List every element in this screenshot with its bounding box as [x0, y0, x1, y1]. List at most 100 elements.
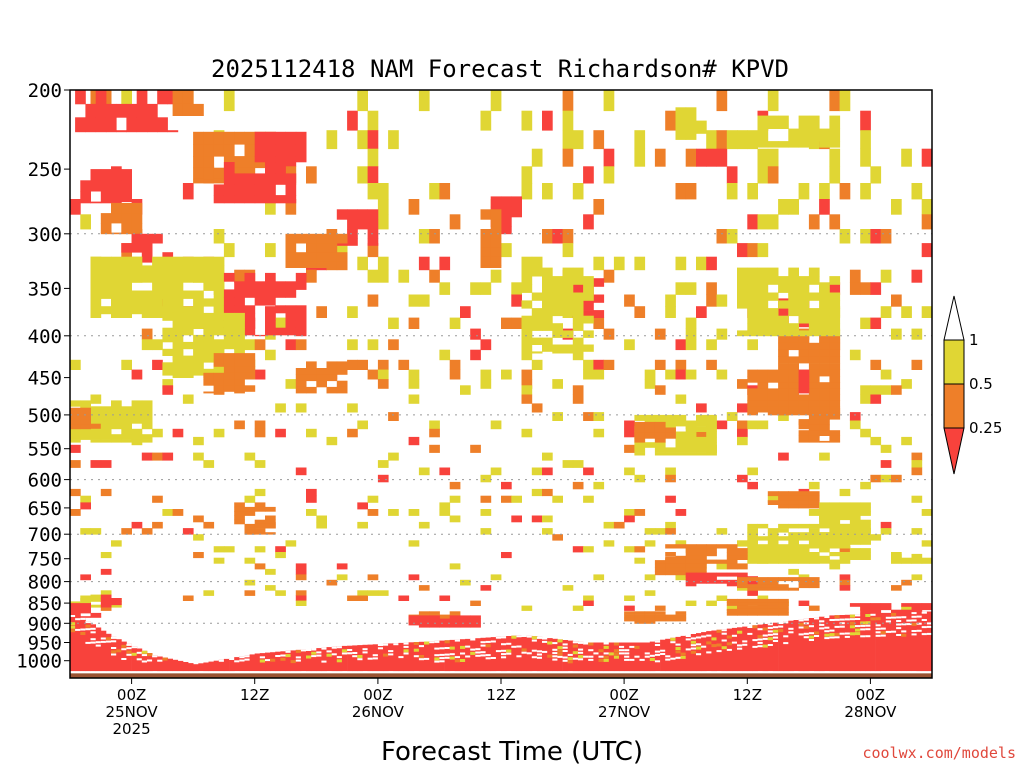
heatmap-cell [675, 436, 687, 443]
heatmap-cell [839, 528, 851, 533]
heatmap-cell [778, 284, 789, 293]
heatmap-cell [849, 506, 861, 512]
surface-fringe [613, 652, 620, 656]
surface-cell [752, 625, 758, 672]
surface-gap [439, 657, 445, 660]
surface-cell [449, 639, 456, 672]
heatmap-cell [162, 265, 174, 275]
surface-gap [901, 630, 907, 633]
heatmap-cell [665, 369, 676, 380]
heatmap-cell [819, 511, 830, 516]
heatmap-cell [860, 603, 871, 607]
surface-fringe [434, 657, 440, 661]
heatmap-cell [747, 369, 758, 377]
heatmap-cell [234, 341, 245, 350]
surface-gap [485, 657, 492, 660]
surface-fringe [737, 630, 743, 634]
surface-gap [603, 642, 610, 645]
heatmap-cell [778, 356, 789, 364]
heatmap-cell [275, 590, 286, 596]
heatmap-cell [685, 548, 697, 553]
heatmap-cell [490, 238, 502, 249]
surface-gap [752, 645, 758, 648]
heatmap-cell [767, 292, 779, 301]
heatmap-cell [521, 385, 533, 395]
heatmap-cell [747, 376, 758, 383]
surface-fringe [901, 633, 907, 637]
surface-cell [213, 660, 220, 672]
surface-gap [875, 634, 882, 637]
surface-gap [141, 654, 148, 657]
heatmap-cell [418, 624, 430, 628]
surface-gap [300, 649, 307, 652]
heatmap-cell [798, 532, 810, 537]
surface-gap [644, 652, 651, 655]
heatmap-cell [377, 269, 389, 283]
heatmap-cell [336, 261, 348, 268]
heatmap-cell [182, 375, 194, 378]
heatmap-cell [131, 434, 143, 440]
surface-fringe [259, 659, 266, 663]
heatmap-cell [778, 376, 789, 383]
heatmap-cell [152, 274, 163, 283]
heatmap-cell [849, 523, 861, 529]
heatmap-cell [696, 572, 707, 577]
heatmap-cell [193, 368, 204, 376]
surface-fringe [757, 635, 763, 639]
surface-gap [855, 625, 861, 628]
heatmap-cell [326, 252, 338, 262]
surface-gap [772, 626, 779, 629]
heatmap-cell [295, 320, 307, 329]
heatmap-cell [85, 117, 97, 131]
heatmap-cell [737, 436, 748, 446]
surface-fringe [70, 622, 76, 626]
heatmap-cell [285, 173, 297, 185]
surface-gap [824, 616, 830, 618]
surface-cell [454, 639, 461, 672]
heatmap-cell [685, 282, 697, 295]
heatmap-cell [100, 201, 112, 204]
surface-gap [880, 634, 887, 637]
surface-gap [583, 642, 589, 645]
legend-arrow-high [943, 295, 965, 341]
heatmap-cell [829, 148, 841, 167]
surface-gap [444, 656, 451, 659]
heatmap-cell [521, 183, 533, 200]
heatmap-cell [654, 148, 666, 167]
heatmap-cell [203, 131, 215, 145]
heatmap-cell [747, 406, 758, 413]
surface-cell [783, 621, 789, 672]
heatmap-cell [757, 580, 769, 585]
surface-cell [747, 626, 753, 672]
y-tick-label: 350 [28, 278, 62, 300]
legend-level-label: 1 [969, 331, 979, 349]
heatmap-cell [111, 423, 122, 430]
heatmap-cell [121, 243, 132, 253]
heatmap-cell [193, 334, 204, 343]
heatmap-cell [583, 595, 594, 601]
surface-cell [865, 614, 871, 672]
heatmap-cell [182, 394, 194, 404]
surface-gap [654, 644, 661, 646]
heatmap-cell [136, 103, 148, 118]
surface-gap [80, 617, 86, 620]
heatmap-cell [265, 173, 276, 185]
heatmap-cell [726, 544, 738, 549]
surface-gap [839, 618, 846, 621]
heatmap-cell [829, 330, 841, 337]
heatmap-cell [716, 544, 728, 549]
heatmap-cell [562, 460, 574, 468]
heatmap-cell [388, 412, 399, 421]
surface-gap [552, 658, 558, 661]
heatmap-cell [685, 563, 697, 568]
heatmap-cell [182, 256, 194, 266]
heatmap-cell [254, 519, 266, 525]
heatmap-cell [778, 115, 789, 129]
heatmap-cell [234, 506, 245, 512]
heatmap-cell [306, 495, 317, 503]
surface-cell [511, 635, 517, 672]
heatmap-cell [562, 90, 574, 112]
heatmap-cell [747, 388, 758, 395]
heatmap-cell [244, 353, 256, 361]
heatmap-cell [634, 557, 646, 564]
